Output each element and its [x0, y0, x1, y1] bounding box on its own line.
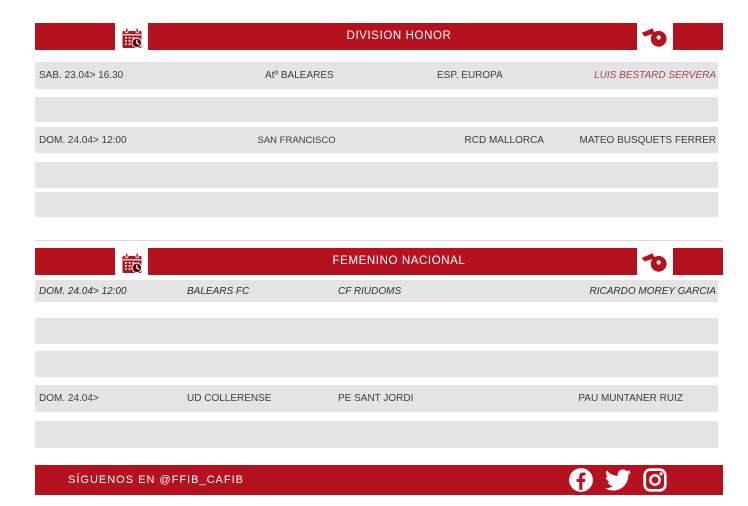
- facebook-icon[interactable]: [568, 467, 594, 493]
- calendar-clock-icon: [115, 248, 148, 279]
- match-row: DOM. 24.04> UD COLLERENSE PE SANT JORDI …: [35, 385, 718, 412]
- away-team: CF RIUDOMS: [338, 285, 402, 297]
- home-team: Atº BALEARES: [265, 70, 334, 81]
- match-row: DOM. 24.04> 12:00 BALEARS FC CF RIUDOMS …: [35, 280, 718, 302]
- match-date: SAB. 23.04> 16.30: [39, 70, 124, 81]
- match-date: DOM. 24.04>: [39, 393, 99, 404]
- section-header-femenino-nacional: FEMENINO NACIONAL: [35, 248, 723, 279]
- match-row: DOM. 24.04> 12:00 SAN FRANCISCO RCD MALL…: [35, 127, 718, 153]
- empty-row: [35, 421, 718, 448]
- instagram-icon[interactable]: [642, 467, 668, 493]
- match-row: SAB. 23.04> 16.30 Atº BALEARES ESP. EURO…: [35, 62, 718, 89]
- section-header-division-honor: DIVISION HONOR: [35, 23, 723, 54]
- home-team: BALEARS FC: [187, 285, 250, 297]
- empty-row: [35, 162, 718, 188]
- referee-name: RICARDO MOREY GARCIA: [589, 285, 717, 297]
- footer-bar: SÍGUENOS EN @FFIB_CAFIB: [35, 465, 723, 495]
- whistle-icon: [637, 23, 673, 50]
- away-team: PE SANT JORDI: [338, 393, 414, 404]
- empty-row: [35, 192, 718, 217]
- empty-row: [35, 97, 718, 122]
- home-team: UD COLLERENSE: [187, 393, 272, 404]
- empty-row: [35, 351, 718, 377]
- away-team: ESP. EUROPA: [437, 70, 503, 81]
- referee-name: PAU MUNTANER RUIZ: [578, 393, 683, 404]
- calendar-clock-icon: [115, 23, 148, 54]
- match-date: DOM. 24.04> 12:00: [39, 134, 127, 146]
- section-title: FEMENINO NACIONAL: [332, 255, 466, 267]
- section-divider: [35, 240, 723, 241]
- footer-social-text: SÍGUENOS EN @FFIB_CAFIB: [68, 474, 244, 486]
- referee-name: MATEO BUSQUETS FERRER: [579, 134, 717, 146]
- away-team: RCD MALLORCA: [464, 134, 544, 146]
- whistle-icon: [637, 248, 673, 275]
- social-icons: [568, 467, 723, 493]
- match-date: DOM. 24.04> 12:00: [39, 285, 127, 297]
- referee-name: LUIS BESTARD SERVERA: [594, 70, 716, 81]
- twitter-icon[interactable]: [605, 467, 631, 493]
- home-team: SAN FRANCISCO: [257, 134, 336, 146]
- section-title: DIVISION HONOR: [346, 30, 452, 42]
- empty-row: [35, 318, 718, 344]
